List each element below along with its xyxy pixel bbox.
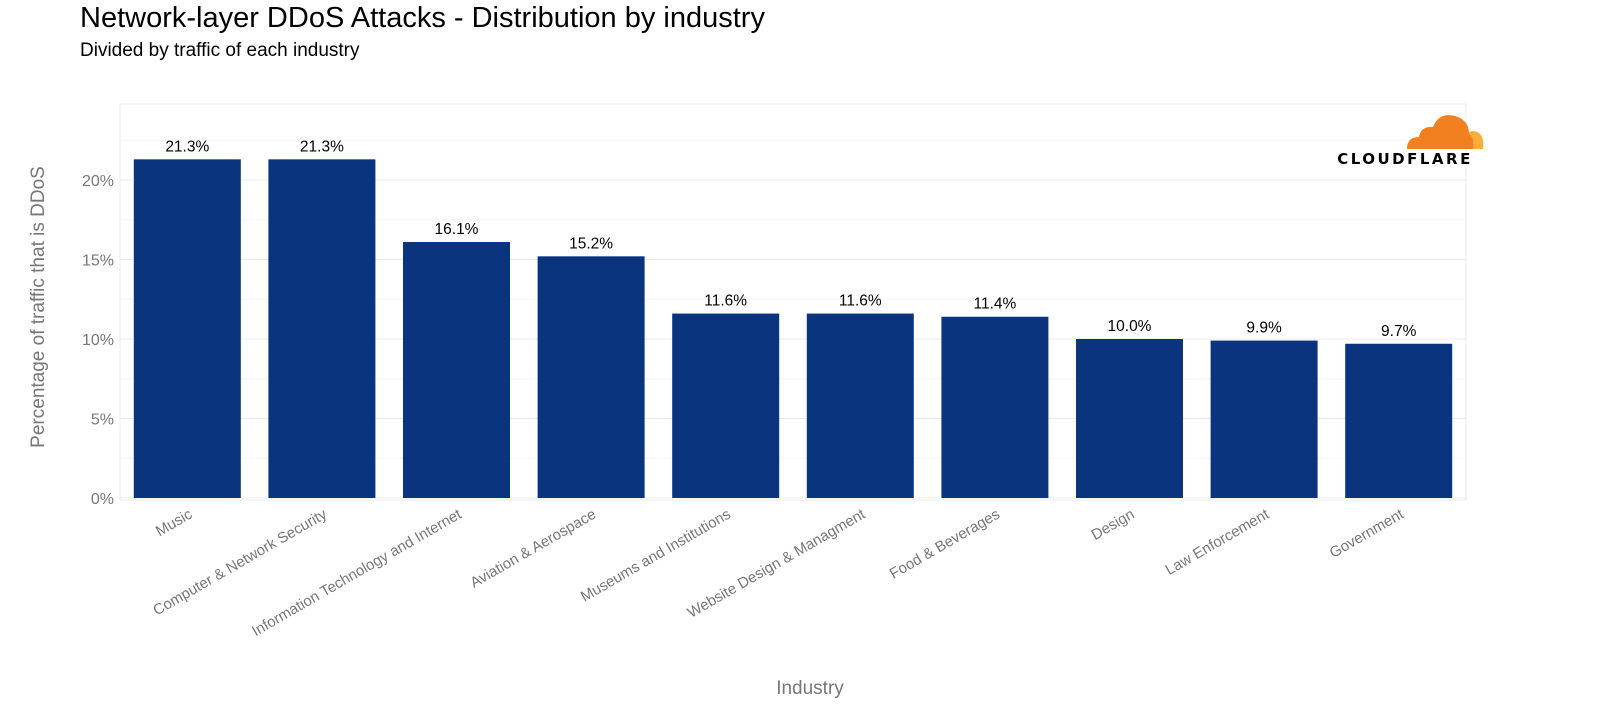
- data-labels: 21.3% 21.3% 16.1% 15.2% 11.6% 11.6% 11.4% 10.0%…: [165, 138, 1416, 339]
- y-tick-label: 5%: [91, 412, 114, 429]
- y-axis-title: Percentage of traffic that is DDoS: [28, 166, 49, 448]
- y-tick-label: 0%: [91, 491, 114, 508]
- data-label: 11.6%: [839, 293, 882, 310]
- x-tick-label: Law Enforcement: [1163, 505, 1273, 579]
- x-tick-label: Design: [1089, 506, 1138, 544]
- data-label: 11.4%: [973, 296, 1016, 313]
- cloud-icon: [1407, 115, 1484, 149]
- data-label: 11.6%: [704, 293, 747, 310]
- x-axis-title: Industry: [776, 678, 844, 699]
- bar: [672, 313, 780, 498]
- y-axis-ticks: 0% 5% 10% 15% 20%: [82, 173, 114, 508]
- data-label: 9.9%: [1246, 320, 1282, 337]
- bar: [133, 159, 241, 498]
- bar: [537, 256, 645, 498]
- bar: [1076, 339, 1183, 498]
- chart-subtitle: Divided by traffic of each industry: [80, 40, 360, 61]
- bar: [941, 316, 1049, 498]
- logo-text: CLOUDFLARE: [1337, 150, 1473, 168]
- bar: [268, 159, 376, 498]
- data-label: 21.3%: [165, 138, 209, 155]
- data-label: 21.3%: [300, 138, 344, 155]
- bars: [133, 159, 1453, 498]
- x-tick-label: Music: [153, 505, 196, 540]
- x-tick-label: Museums and Institutions: [578, 506, 734, 606]
- data-label: 10.0%: [1108, 318, 1152, 335]
- bar: [403, 242, 510, 498]
- x-tick-label: Food & Beverages: [887, 506, 1003, 583]
- bar: [1210, 340, 1318, 498]
- chart-title: Network-layer DDoS Attacks - Distributio…: [80, 2, 765, 34]
- data-label: 9.7%: [1381, 323, 1417, 340]
- x-tick-label: Information Technology and Internet: [249, 505, 465, 640]
- data-label: 16.1%: [435, 221, 479, 238]
- x-tick-label: Aviation & Aerospace: [467, 506, 599, 592]
- y-tick-label: 10%: [82, 332, 114, 349]
- bar: [806, 313, 914, 498]
- bar: [1345, 343, 1453, 498]
- y-tick-label: 15%: [82, 253, 114, 270]
- y-tick-label: 20%: [82, 173, 114, 190]
- data-label: 15.2%: [569, 235, 613, 252]
- x-tick-label: Government: [1327, 505, 1408, 561]
- cloudflare-logo: CLOUDFLARE: [1325, 112, 1485, 172]
